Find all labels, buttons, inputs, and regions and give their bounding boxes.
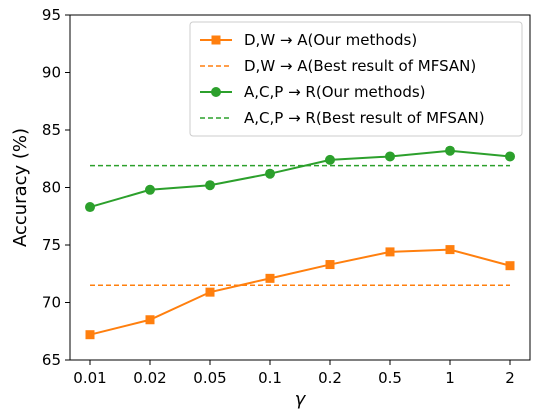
data-point-circle bbox=[385, 151, 395, 162]
data-point-circle bbox=[265, 168, 275, 179]
x-axis-label: γ bbox=[295, 389, 307, 410]
legend-label: D,W → A(Best result of MFSAN) bbox=[244, 57, 476, 75]
data-point-square bbox=[385, 247, 395, 257]
data-point-square bbox=[505, 261, 515, 271]
x-tick-label: 1 bbox=[445, 369, 455, 387]
data-point-circle bbox=[445, 145, 455, 156]
series-0 bbox=[85, 245, 515, 340]
legend-label: A,C,P → R(Our methods) bbox=[244, 83, 426, 101]
legend-label: D,W → A(Our methods) bbox=[244, 31, 417, 49]
legend-box bbox=[189, 21, 523, 137]
y-tick-label: 85 bbox=[42, 121, 61, 139]
y-axis: 65 70 75 80 85 90 95 bbox=[42, 6, 70, 369]
data-point-circle bbox=[505, 151, 515, 162]
series-line bbox=[89, 248, 511, 336]
x-axis: 0.01 0.02 0.05 0.1 0.2 0.5 1 2 bbox=[73, 360, 515, 387]
data-point-square bbox=[205, 287, 215, 297]
data-point-circle bbox=[145, 184, 155, 195]
y-axis-label: Accuracy (%) bbox=[10, 128, 31, 247]
y-tick-label: 70 bbox=[42, 294, 61, 312]
legend: D,W → A(Our methods) D,W → A(Best result … bbox=[189, 21, 523, 137]
data-point-circle bbox=[325, 154, 335, 165]
legend-label: A,C,P → R(Best result of MFSAN) bbox=[244, 109, 485, 127]
data-point-square bbox=[85, 330, 95, 340]
series-layer bbox=[85, 145, 515, 340]
y-tick-label: 90 bbox=[42, 64, 61, 82]
data-point-circle bbox=[205, 180, 215, 191]
x-tick-label: 0.02 bbox=[133, 369, 166, 387]
y-tick-label: 95 bbox=[42, 6, 61, 24]
legend-marker-square bbox=[211, 35, 221, 45]
x-tick-label: 0.1 bbox=[258, 369, 282, 387]
data-point-square bbox=[145, 315, 155, 325]
data-point-square bbox=[265, 273, 275, 283]
data-point-square bbox=[325, 260, 335, 270]
x-tick-label: 0.2 bbox=[318, 369, 342, 387]
series-2 bbox=[85, 145, 515, 213]
series-line bbox=[89, 149, 511, 209]
x-tick-label: 0.5 bbox=[378, 369, 402, 387]
y-tick-label: 80 bbox=[42, 179, 61, 197]
y-tick-label: 75 bbox=[42, 236, 61, 254]
data-point-circle bbox=[85, 202, 95, 213]
data-point-square bbox=[445, 245, 455, 255]
y-tick-label: 65 bbox=[42, 351, 61, 369]
x-tick-label: 0.05 bbox=[193, 369, 226, 387]
x-tick-label: 0.01 bbox=[73, 369, 106, 387]
legend-marker-circle bbox=[211, 87, 221, 97]
x-tick-label: 2 bbox=[505, 369, 515, 387]
